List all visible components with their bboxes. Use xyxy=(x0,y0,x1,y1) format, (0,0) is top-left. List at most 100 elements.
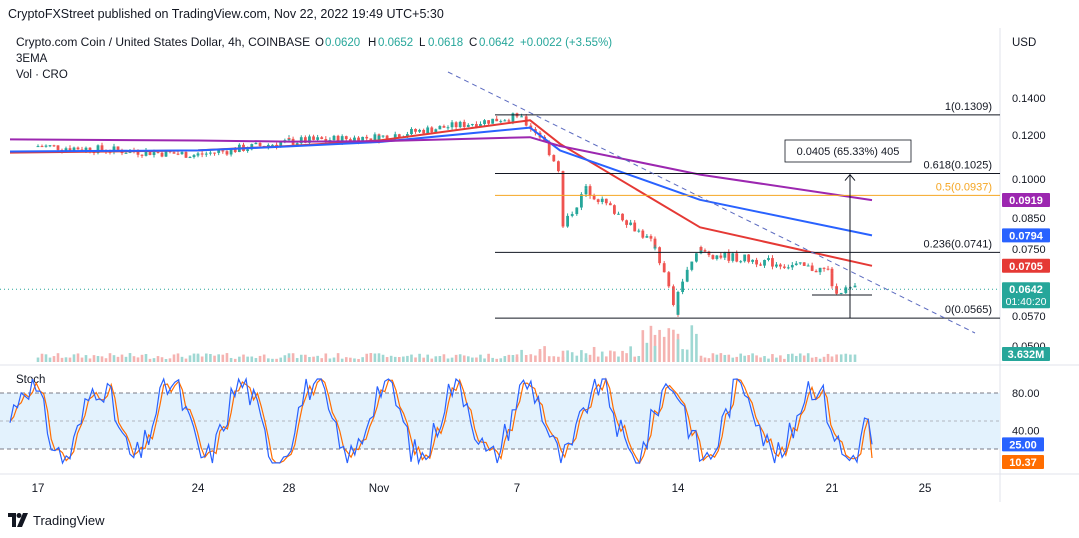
volume-bar xyxy=(462,355,466,362)
candle-body xyxy=(76,147,80,150)
volume-bar xyxy=(802,355,806,362)
o-value: 0.0620 xyxy=(325,37,360,49)
measure-label: 0.0405 (65.33%) 405 xyxy=(797,146,900,158)
volume-bar xyxy=(238,356,241,362)
candle-body xyxy=(822,267,826,269)
candle-body xyxy=(743,254,747,262)
volume-bar xyxy=(592,346,596,362)
candle-body xyxy=(279,142,283,147)
candle-body xyxy=(613,205,616,214)
candle-body xyxy=(377,136,381,142)
candle-body xyxy=(653,238,657,249)
volume-bar xyxy=(483,358,486,362)
candle-body xyxy=(561,175,565,227)
change-value: +0.0022 (+3.55%) xyxy=(520,37,612,49)
candle-body xyxy=(633,222,637,232)
publisher-text: CryptoFXStreet published on TradingView.… xyxy=(8,7,444,21)
candle-body xyxy=(806,265,810,267)
volume-bar xyxy=(450,357,454,362)
fib-level-label: 0.5(0.0937) xyxy=(936,181,992,193)
volume-bar xyxy=(328,358,332,362)
volume-bar xyxy=(739,353,742,362)
candle-body xyxy=(507,120,511,122)
candle-body xyxy=(621,213,624,221)
candle-body xyxy=(830,273,834,287)
volume-bar xyxy=(336,353,340,362)
stoch-d-line xyxy=(9,377,873,465)
tradingview-footer[interactable]: TradingView xyxy=(8,510,105,530)
volume-bar xyxy=(168,358,172,362)
time-axis-ticks: 17 24 28 Nov 7 14 21 25 xyxy=(32,483,932,495)
volume-badge xyxy=(1002,347,1050,361)
volume-bar xyxy=(743,355,746,362)
candle-body xyxy=(487,120,490,124)
volume-bar xyxy=(164,358,168,362)
volume-bar xyxy=(499,358,503,362)
fibonacci-retracement[interactable]: 1(0.1309) 0.618(0.1025) 0.5(0.0937) 0.236(0… xyxy=(495,101,1000,319)
volume-bar xyxy=(458,354,462,362)
fib-level-label: 0(0.0565) xyxy=(945,304,992,316)
candle-body xyxy=(547,141,551,156)
candle-body xyxy=(124,152,128,154)
volume-bar xyxy=(68,357,72,362)
volume-bar xyxy=(844,353,848,362)
publisher-bar: CryptoFXStreet published on TradingView.… xyxy=(0,0,1079,28)
candle-body xyxy=(566,215,569,227)
stochastic-pane[interactable]: Stoch 80.00 40.00 25.00 10.37 xyxy=(0,374,1044,469)
candle-body xyxy=(84,147,88,151)
candle-body xyxy=(491,118,495,124)
fib-level-label: 1(0.1309) xyxy=(945,101,992,113)
volume-bar xyxy=(132,356,136,362)
candle-body xyxy=(88,147,92,153)
candle-body xyxy=(64,148,68,151)
candle-body xyxy=(658,247,661,264)
candle-body xyxy=(229,148,233,155)
volume-bar xyxy=(629,346,632,362)
volume-bar xyxy=(287,353,291,362)
volume-bar xyxy=(410,354,413,362)
volume-bar xyxy=(361,357,364,362)
volume-bar xyxy=(397,357,401,362)
volume-bar xyxy=(316,355,319,362)
volume-bar xyxy=(267,358,270,362)
price-badge xyxy=(1002,282,1050,309)
volume-bar xyxy=(100,356,104,362)
volume-bar xyxy=(613,351,616,362)
candle-body xyxy=(790,265,794,268)
candle-body xyxy=(152,152,156,156)
candle-body xyxy=(450,122,454,128)
candle-body xyxy=(196,153,200,155)
candle-body xyxy=(172,152,176,154)
volume-bar xyxy=(36,357,40,362)
volume-bar xyxy=(672,329,675,362)
volume-bar xyxy=(609,350,612,362)
volume-bar xyxy=(148,358,152,362)
candle-body xyxy=(164,150,168,157)
candle-body xyxy=(835,286,838,294)
volume-bar xyxy=(759,357,762,362)
price-chart[interactable]: Crypto.com Coin / United States Dollar, … xyxy=(0,28,1079,506)
volume-bar xyxy=(152,358,156,362)
measure-label-box xyxy=(784,139,912,163)
volume-bar xyxy=(617,356,620,362)
candle-body xyxy=(771,258,774,267)
stoch-d-value: 10.37 xyxy=(1009,457,1037,469)
candle-body xyxy=(763,259,766,266)
volume-bar xyxy=(275,358,278,362)
volume-bar xyxy=(188,355,192,362)
volume-bar xyxy=(221,354,225,362)
candle-body xyxy=(596,199,600,202)
candle-body xyxy=(580,194,583,208)
drawings[interactable]: 0.0405 (65.33%) 405 xyxy=(0,71,1000,334)
candle-body xyxy=(511,113,515,122)
volume-bar xyxy=(798,353,802,362)
candle-body xyxy=(818,267,822,273)
volume-bar xyxy=(180,356,184,362)
volume-bar xyxy=(600,351,604,362)
price-badge-value: 0.0705 xyxy=(1009,261,1043,273)
candle-body xyxy=(442,126,446,128)
volume-bar xyxy=(575,355,579,362)
volume-bar xyxy=(144,354,148,362)
candle-body xyxy=(604,198,608,204)
candle-body xyxy=(495,118,499,122)
